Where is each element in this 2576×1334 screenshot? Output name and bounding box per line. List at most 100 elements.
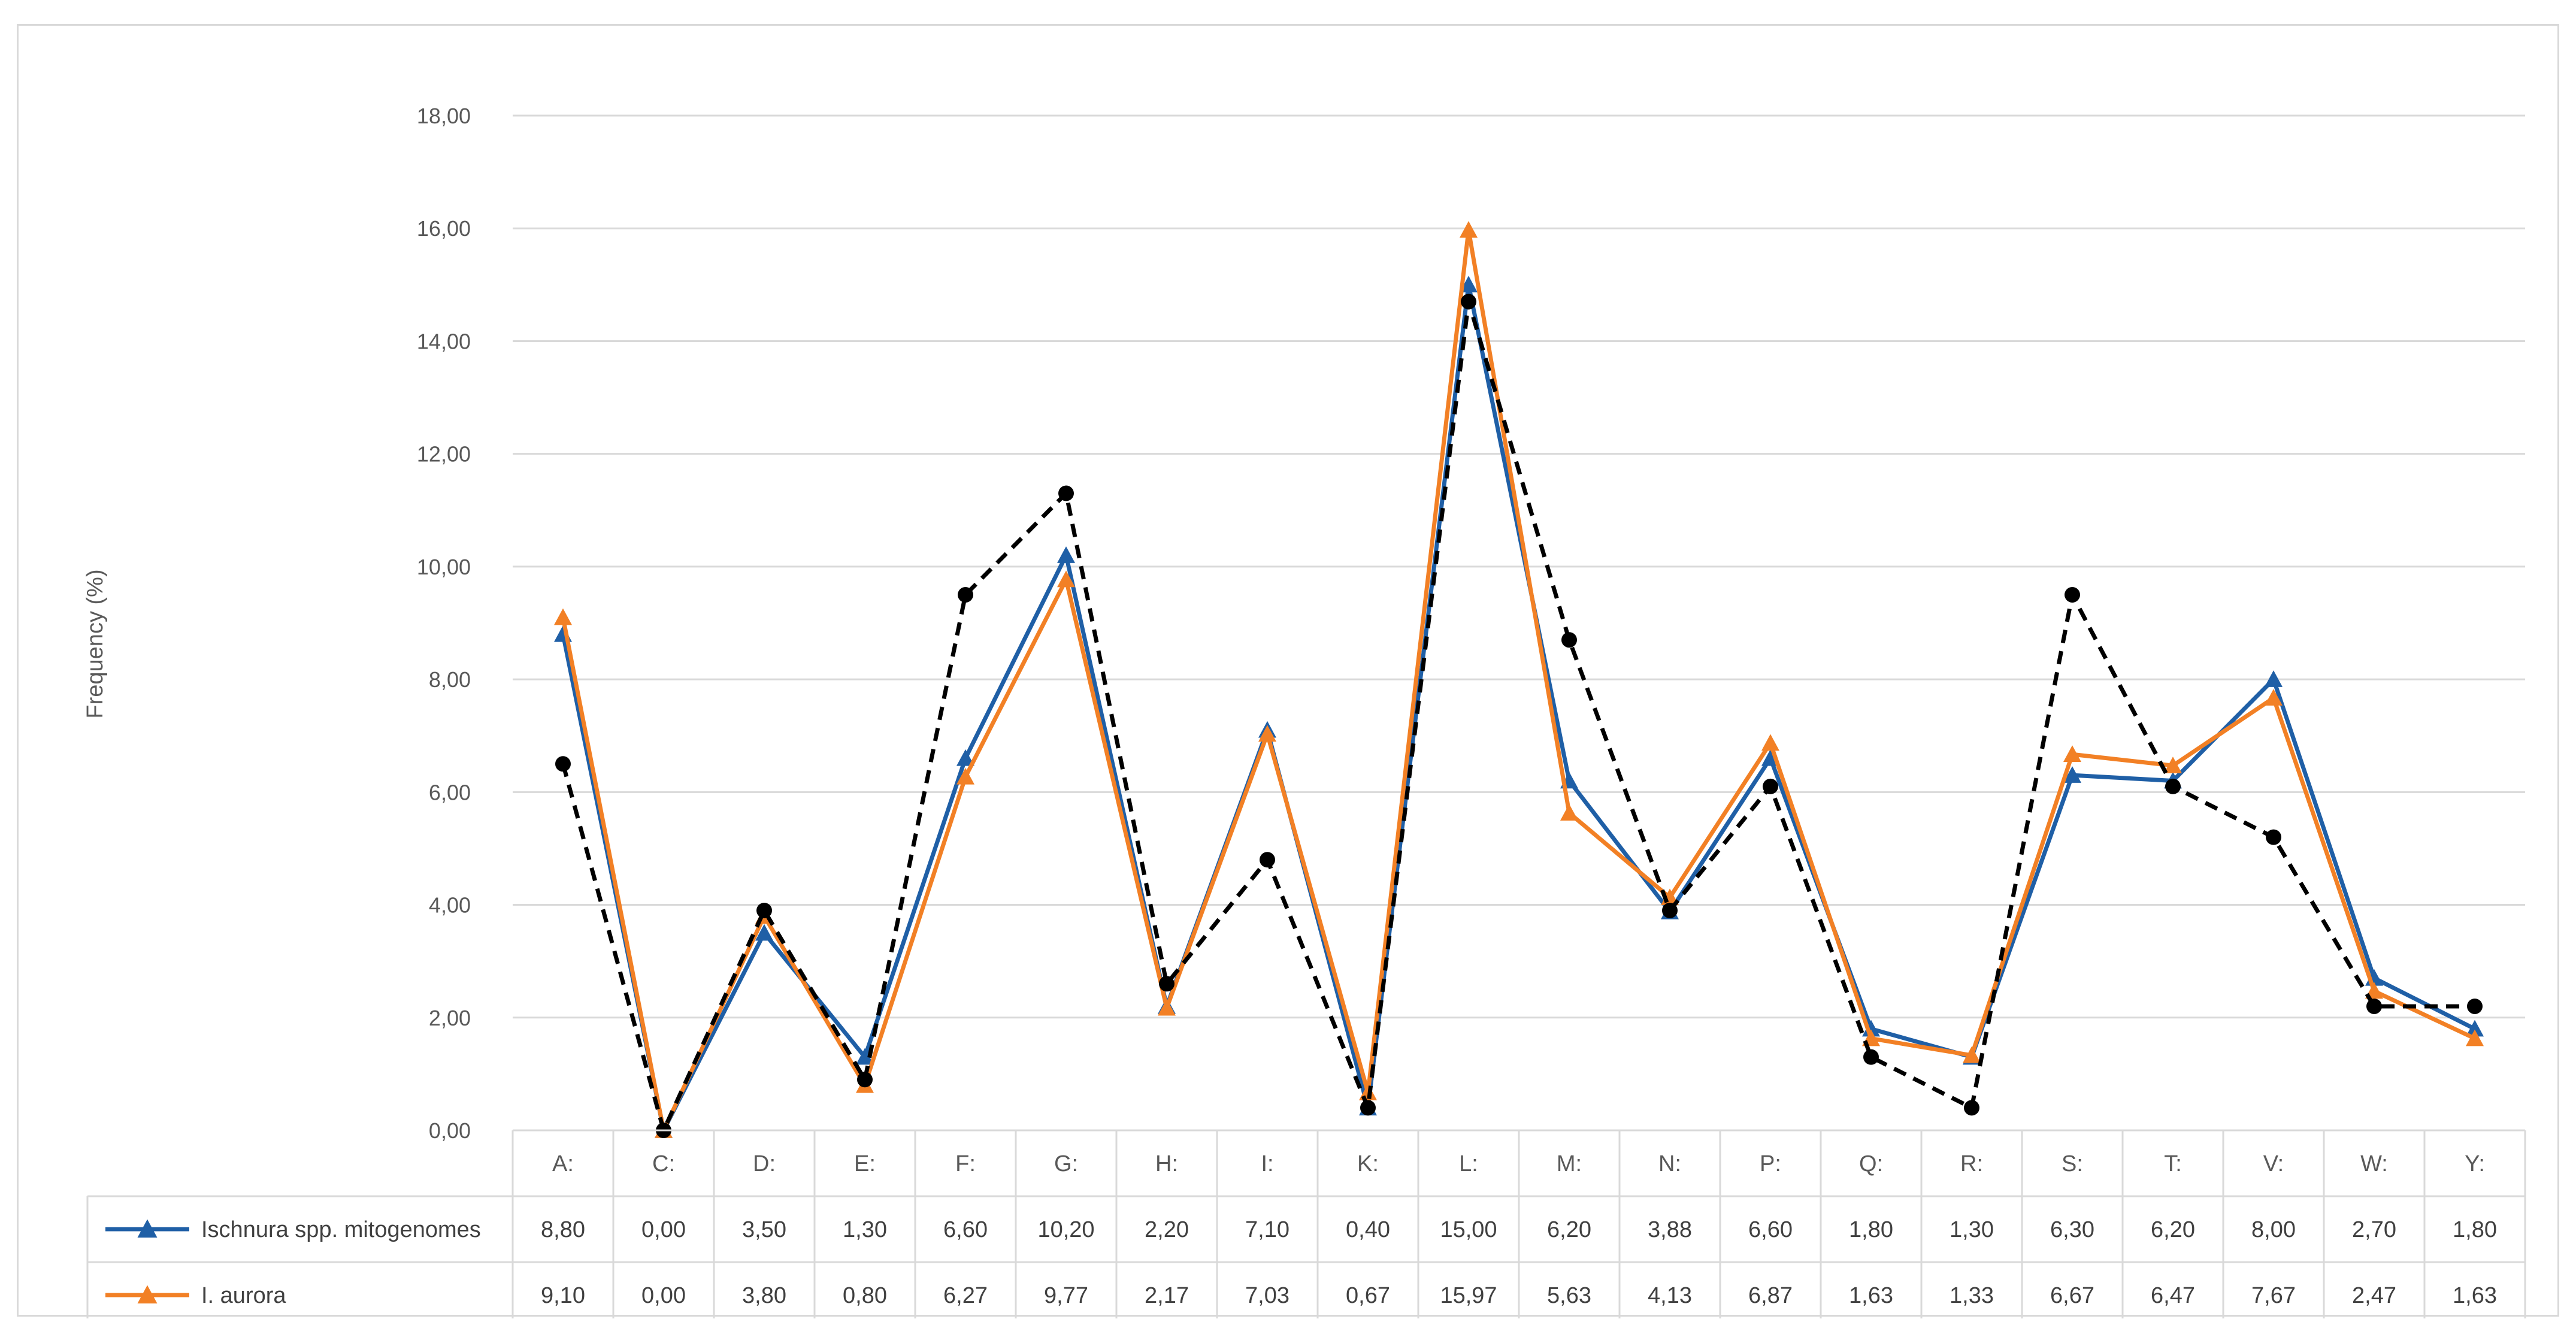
- table-cell: 6,20: [1547, 1217, 1591, 1242]
- data-point: [1360, 1100, 1376, 1116]
- data-point: [2466, 1020, 2484, 1037]
- data-point: [554, 608, 572, 625]
- data-point: [555, 756, 571, 772]
- x-tick-label: N:: [1658, 1151, 1681, 1176]
- x-tick-label: E:: [854, 1151, 876, 1176]
- table-cell: 1,30: [1950, 1217, 1994, 1242]
- x-tick-label: K:: [1357, 1151, 1379, 1176]
- data-point: [2165, 778, 2181, 794]
- x-tick-label: V:: [2263, 1151, 2284, 1176]
- table-cell: 9,10: [541, 1283, 585, 1308]
- y-tick-label: 2,00: [429, 1006, 471, 1030]
- table-cell: 1,33: [1950, 1283, 1994, 1308]
- data-point: [1963, 1046, 1981, 1063]
- data-point: [2164, 757, 2182, 773]
- x-tick-label: W:: [2360, 1151, 2388, 1176]
- table-cell: 10,20: [1037, 1217, 1094, 1242]
- table-cell: 6,27: [943, 1283, 988, 1308]
- data-point: [1964, 1100, 1979, 1116]
- table-cell: 3,50: [742, 1217, 786, 1242]
- data-point: [956, 749, 974, 766]
- legend-key: [105, 1285, 189, 1304]
- y-tick-label: 0,00: [429, 1118, 471, 1143]
- table-cell: 6,87: [1748, 1283, 1793, 1308]
- data-point: [1158, 999, 1176, 1016]
- data-point: [1761, 734, 1779, 751]
- series-1: [554, 221, 2484, 1138]
- y-tick-label: 14,00: [417, 329, 471, 353]
- data-point: [2467, 998, 2483, 1014]
- x-tick-label: Y:: [2465, 1151, 2485, 1176]
- data-point: [958, 586, 973, 603]
- data-point: [2065, 586, 2080, 603]
- data-point: [2063, 766, 2081, 783]
- series-line: [561, 228, 2476, 1133]
- data-point: [856, 1048, 874, 1065]
- data-point: [1258, 725, 1276, 742]
- table-cell: 7,10: [1245, 1217, 1289, 1242]
- x-tick-label: A:: [552, 1151, 574, 1176]
- data-point: [1863, 1049, 1879, 1065]
- table-cell: 2,17: [1145, 1283, 1189, 1308]
- data-point: [1862, 1020, 1880, 1037]
- x-tick-label: T:: [2164, 1151, 2182, 1176]
- y-axis-label: Frequency (%): [83, 569, 108, 718]
- table-cell: 6,67: [2050, 1283, 2094, 1308]
- data-point: [1460, 276, 1478, 293]
- table-cell: 6,20: [2151, 1217, 2195, 1242]
- table-cell: 1,30: [843, 1217, 887, 1242]
- data-point: [2265, 670, 2283, 687]
- x-tick-label: D:: [753, 1151, 776, 1176]
- series-2: [555, 294, 2483, 1138]
- table-cell: 5,63: [1547, 1283, 1591, 1308]
- data-point: [1560, 804, 1578, 821]
- data-point: [2265, 689, 2283, 706]
- x-tick-label: C:: [652, 1151, 675, 1176]
- table-cell: 1,80: [2453, 1217, 2497, 1242]
- x-tick-label: P:: [1760, 1151, 1781, 1176]
- table-cell: 7,67: [2251, 1283, 2296, 1308]
- line-chart: 0,00 2,00 4,00 6,00 8,00 10,00 12,00 14,00 16,00…: [83, 104, 2526, 1318]
- series-line: [561, 300, 2475, 1133]
- data-point: [1461, 294, 1476, 310]
- table-cell: 0,40: [1346, 1217, 1390, 1242]
- series-0: [554, 276, 2484, 1138]
- data-point: [2366, 998, 2382, 1014]
- table-cell: 0,00: [641, 1283, 686, 1308]
- x-tick-label: H:: [1155, 1151, 1178, 1176]
- table-cell: 2,47: [2352, 1283, 2396, 1308]
- data-point: [1260, 852, 1275, 868]
- table-cell: 3,80: [742, 1283, 786, 1308]
- table-cell: 6,30: [2050, 1217, 2094, 1242]
- table-cell: 0,67: [1346, 1283, 1390, 1308]
- data-point: [2063, 745, 2081, 763]
- legend-marker: [137, 1219, 158, 1238]
- x-tick-label: M:: [1557, 1151, 1582, 1176]
- table-cell: 1,63: [2453, 1283, 2497, 1308]
- legend-key: [105, 1219, 189, 1238]
- table-cell: 9,77: [1044, 1283, 1088, 1308]
- y-tick-label: 16,00: [417, 216, 471, 241]
- data-point: [2365, 982, 2383, 999]
- data-point: [756, 902, 772, 918]
- data-point: [755, 924, 773, 941]
- table-cell: 6,47: [2151, 1283, 2195, 1308]
- data-point: [1058, 485, 1074, 501]
- y-tick-label: 12,00: [417, 442, 471, 467]
- table-cell: 4,13: [1648, 1283, 1692, 1308]
- data-point: [1561, 632, 1577, 648]
- table-cell: 7,03: [1245, 1283, 1289, 1308]
- data-point: [857, 1072, 873, 1088]
- legend-label: Ischnura spp. mitogenomes: [201, 1217, 481, 1242]
- table-cell: 15,97: [1440, 1283, 1497, 1308]
- table-cell: 2,70: [2352, 1217, 2396, 1242]
- legend-label: I. aurora: [201, 1283, 286, 1308]
- data-point: [2266, 829, 2281, 845]
- legend-marker: [137, 1285, 158, 1304]
- data-point: [1057, 546, 1075, 563]
- data-point: [1763, 778, 1778, 794]
- x-tick-label: R:: [1960, 1151, 1983, 1176]
- y-tick-label: 18,00: [417, 104, 471, 128]
- y-tick-label: 10,00: [417, 555, 471, 579]
- table-cell: 3,88: [1648, 1217, 1692, 1242]
